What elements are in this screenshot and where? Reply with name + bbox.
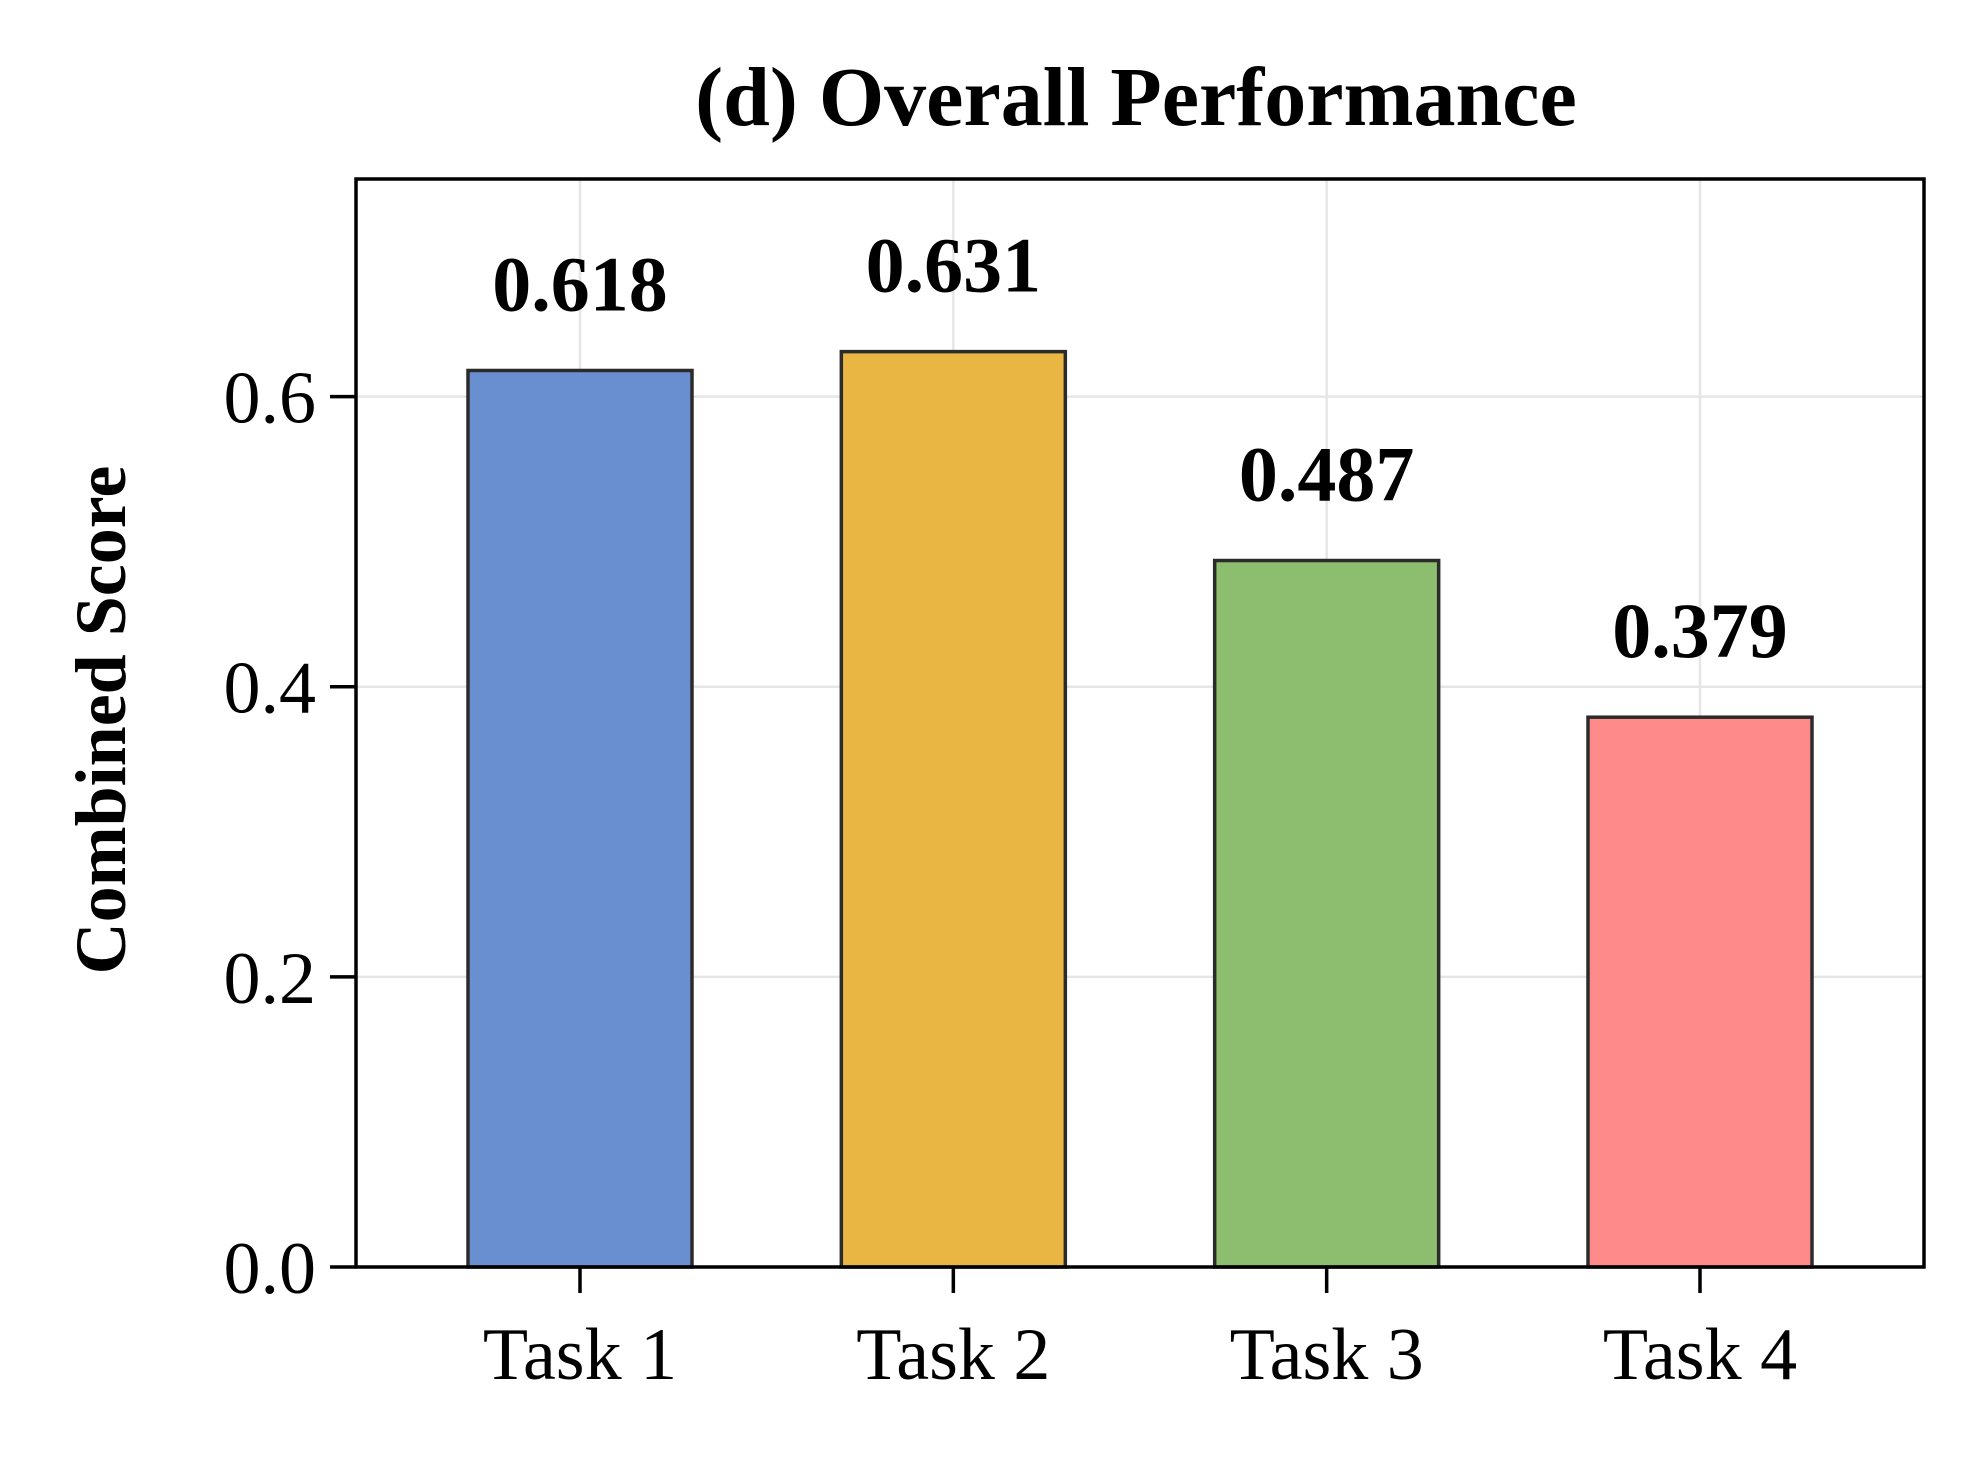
x-tick-label: Task 2	[856, 1314, 1050, 1396]
bar-value-labels: 0.618 0.631 0.487 0.379	[492, 222, 1788, 675]
bar-task-1	[466, 368, 694, 1269]
x-tick-label: Task 3	[1230, 1314, 1424, 1396]
bar-task-2	[839, 349, 1068, 1269]
y-tick-label: 0.4	[224, 648, 317, 730]
chart-title: (d) Overall Performance	[695, 51, 1577, 144]
y-tick-label: 0.2	[224, 938, 317, 1020]
bar-value-label: 0.631	[866, 222, 1042, 309]
x-axis-ticks: Task 1 Task 2 Task 3 Task 4	[483, 1267, 1797, 1396]
bar-value-label: 0.379	[1612, 587, 1788, 674]
bars	[466, 349, 1814, 1269]
y-axis-ticks: 0.0 0.2 0.4 0.6	[224, 358, 356, 1310]
plot-frame	[354, 177, 1926, 1269]
bar-value-label: 0.487	[1239, 431, 1415, 518]
x-tick-label: Task 4	[1603, 1314, 1797, 1396]
bar-task-3	[1212, 558, 1441, 1269]
x-tick-label: Task 1	[483, 1314, 677, 1396]
y-tick-label: 0.6	[224, 358, 317, 440]
bar-value-label: 0.618	[492, 240, 668, 327]
y-tick-label: 0.0	[224, 1228, 317, 1310]
y-axis-label: Combined Score	[61, 466, 141, 975]
bar-task-4	[1586, 715, 1814, 1269]
